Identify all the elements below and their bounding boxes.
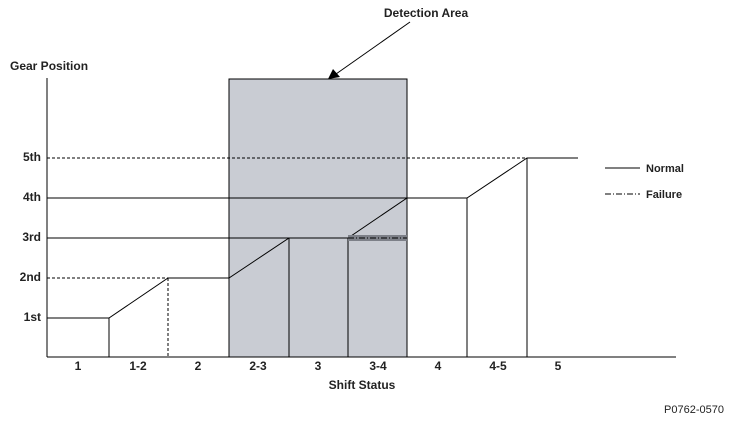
gear-label: 2nd xyxy=(20,270,41,284)
shift-label: 2 xyxy=(195,359,202,373)
shift-label: 1-2 xyxy=(129,359,147,373)
shift-label: 1 xyxy=(75,359,82,373)
gear-label: 4th xyxy=(23,190,41,204)
arrow xyxy=(335,21,411,75)
shift-label: 4-5 xyxy=(489,359,507,373)
arrow-head xyxy=(328,69,340,79)
y-axis-label: Gear Position xyxy=(10,59,88,73)
shift-label: 3 xyxy=(315,359,322,373)
shift-label: 3-4 xyxy=(369,359,387,373)
shift-label: 4 xyxy=(435,359,442,373)
gear-label: 5th xyxy=(23,150,41,164)
detection-area xyxy=(228,78,408,358)
shift-label: 5 xyxy=(555,359,562,373)
legend-label: Normal xyxy=(646,163,684,175)
gear-label: 1st xyxy=(24,310,41,324)
legend-label: Failure xyxy=(646,189,682,201)
gear-label: 3rd xyxy=(22,230,41,244)
shift-label: 2-3 xyxy=(249,359,267,373)
normal-line xyxy=(47,157,578,319)
title: Detection Area xyxy=(384,6,469,20)
failure-band xyxy=(348,235,407,241)
figure-code: P0762-0570 xyxy=(664,404,724,416)
x-axis-label: Shift Status xyxy=(329,378,396,392)
guides xyxy=(47,157,528,357)
